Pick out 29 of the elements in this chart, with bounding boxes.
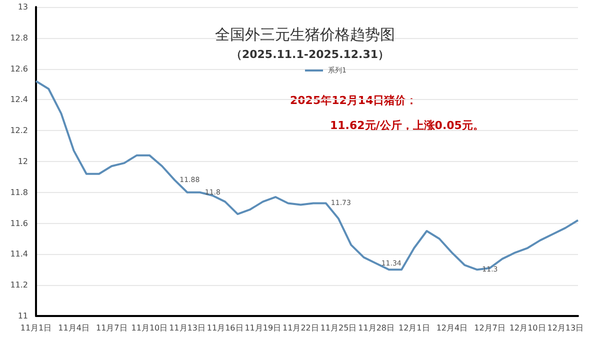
x-tick-label: 11月16日 <box>206 324 244 332</box>
x-tick-label: 11月7日 <box>96 324 128 332</box>
y-tick-label: 11.2 <box>10 280 28 290</box>
x-tick-label: 11月22日 <box>282 324 319 332</box>
y-tick-label: 12.6 <box>10 64 28 74</box>
y-tick-label: 11.6 <box>10 218 28 228</box>
x-tick-label: 11月10日 <box>131 324 168 332</box>
text: 全国外三元生猪价格趋势图 <box>215 26 395 44</box>
y-tick-label: 13 <box>18 2 28 12</box>
y-tick-label: 12.8 <box>10 33 28 42</box>
y-tick-label: 11.4 <box>10 250 28 259</box>
y-tick-label: 12 <box>18 157 28 166</box>
y-tick-label: 11 <box>18 312 28 320</box>
x-tick-label: 11月1日 <box>20 324 52 332</box>
x-tick-label: 11月19日 <box>244 324 282 332</box>
y-tick-label: 12.4 <box>10 95 28 104</box>
y-tick-label: 12.2 <box>10 126 28 136</box>
line-series <box>35 80 579 271</box>
x-tick-label: 12月1日 <box>398 324 430 332</box>
x-tick-label: 12月10日 <box>509 324 546 332</box>
x-tick-label: 12月13日 <box>547 324 584 332</box>
x-tick-label: 11月13日 <box>169 324 206 332</box>
x-tick-label: 11月28日 <box>358 324 395 332</box>
x-tick-label: 12月7日 <box>474 324 506 332</box>
text: （2025.11.1-2025.12.31） <box>230 48 390 61</box>
x-tick-label: 11月4日 <box>58 324 90 332</box>
y-tick-label: 11.8 <box>10 188 28 197</box>
x-tick-label: 12月4日 <box>436 324 468 332</box>
x-tick-label: 11月25日 <box>320 324 357 332</box>
